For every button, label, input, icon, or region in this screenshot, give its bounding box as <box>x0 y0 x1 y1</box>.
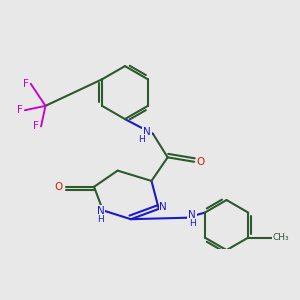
Text: H: H <box>189 219 196 228</box>
Text: N: N <box>188 210 196 220</box>
Text: N: N <box>97 206 104 216</box>
Text: F: F <box>22 79 28 89</box>
Text: H: H <box>138 135 145 144</box>
Text: F: F <box>16 105 22 115</box>
Text: F: F <box>33 122 39 131</box>
Text: H: H <box>97 215 104 224</box>
Text: CH₃: CH₃ <box>272 233 289 242</box>
Text: O: O <box>55 182 63 192</box>
Text: O: O <box>196 157 205 167</box>
Text: N: N <box>159 202 167 212</box>
Text: N: N <box>143 127 151 137</box>
